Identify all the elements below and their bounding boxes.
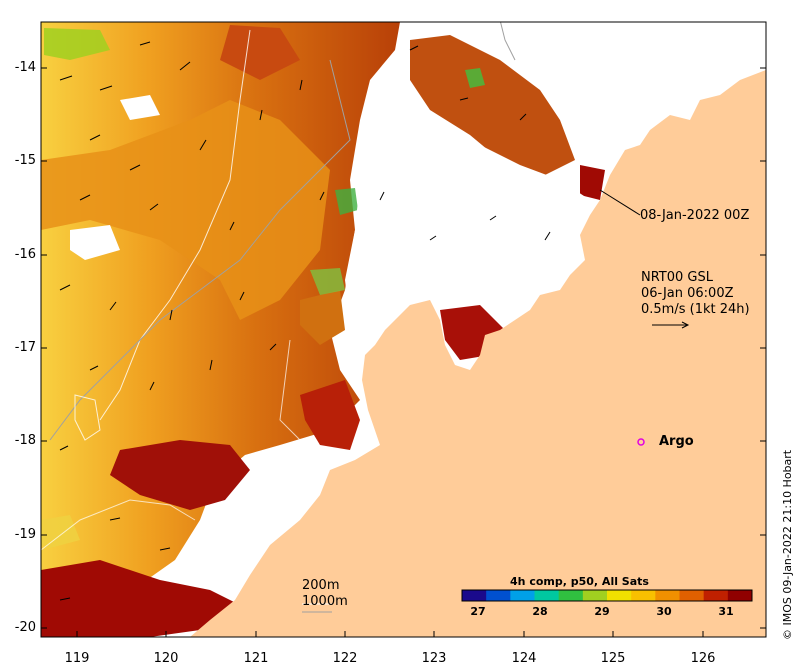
colorbar-frame xyxy=(461,589,753,602)
colorbar-segment xyxy=(486,590,511,601)
colorbar-segment xyxy=(558,590,584,601)
colorbar-tick-label: 28 xyxy=(532,605,548,618)
colorbar-segment xyxy=(607,590,632,601)
colorbar-title: 4h comp, p50, All Sats xyxy=(510,575,649,588)
argo-marker xyxy=(637,438,645,446)
depth-legend-1000m: 1000m xyxy=(302,594,348,609)
colorbar-segment xyxy=(655,590,680,601)
current-vectors xyxy=(59,41,551,601)
y-tick-label: -18 xyxy=(14,433,36,448)
x-tick-label: 119 xyxy=(64,651,90,666)
date-leader-line xyxy=(599,189,641,216)
sst-data-field xyxy=(41,22,605,637)
y-tick-label: -19 xyxy=(14,527,36,542)
colorbar-segment xyxy=(727,590,753,601)
current-time-label: 06-Jan 06:00Z xyxy=(641,286,734,301)
x-tick-label: 126 xyxy=(690,651,716,666)
y-tick-label: -14 xyxy=(14,60,36,75)
colorbar-tick-label: 27 xyxy=(470,605,486,618)
colorbar-segment xyxy=(679,590,705,601)
x-tick-label: 125 xyxy=(600,651,626,666)
depth-contour-200m xyxy=(99,29,251,421)
current-scale-label: 0.5m/s (1kt 24h) xyxy=(641,302,750,317)
credit-text: © IMOS 09-Jan-2022 21:10 Hobart xyxy=(781,449,794,640)
y-tick-label: -20 xyxy=(14,620,36,635)
argo-label: Argo xyxy=(659,434,694,449)
depth-legend-200m: 200m xyxy=(302,578,340,593)
colorbar-segment xyxy=(582,590,608,601)
x-tick-label: 124 xyxy=(511,651,537,666)
land-mass xyxy=(190,70,766,637)
colorbar-segment xyxy=(631,590,656,601)
date-label: 08-Jan-2022 00Z xyxy=(640,208,750,223)
colorbar-tick-label: 29 xyxy=(594,605,610,618)
colorbar-segment xyxy=(534,590,560,601)
reference-arrow xyxy=(652,321,690,329)
colorbar xyxy=(461,589,753,602)
depth-contour-1000m xyxy=(49,59,351,441)
y-tick-label: -16 xyxy=(14,247,36,262)
colorbar-segment xyxy=(703,590,729,601)
colorbar-tick-label: 30 xyxy=(656,605,672,618)
axis-ticks xyxy=(41,67,766,637)
colorbar-segment xyxy=(462,590,487,601)
current-model-label: NRT00 GSL xyxy=(641,270,713,285)
y-tick-label: -15 xyxy=(14,153,36,168)
colorbar-segment xyxy=(510,590,535,601)
x-tick-label: 122 xyxy=(332,651,358,666)
x-tick-label: 123 xyxy=(421,651,447,666)
x-tick-label: 120 xyxy=(153,651,179,666)
y-tick-label: -17 xyxy=(14,340,36,355)
x-tick-label: 121 xyxy=(243,651,269,666)
colorbar-tick-label: 31 xyxy=(718,605,734,618)
